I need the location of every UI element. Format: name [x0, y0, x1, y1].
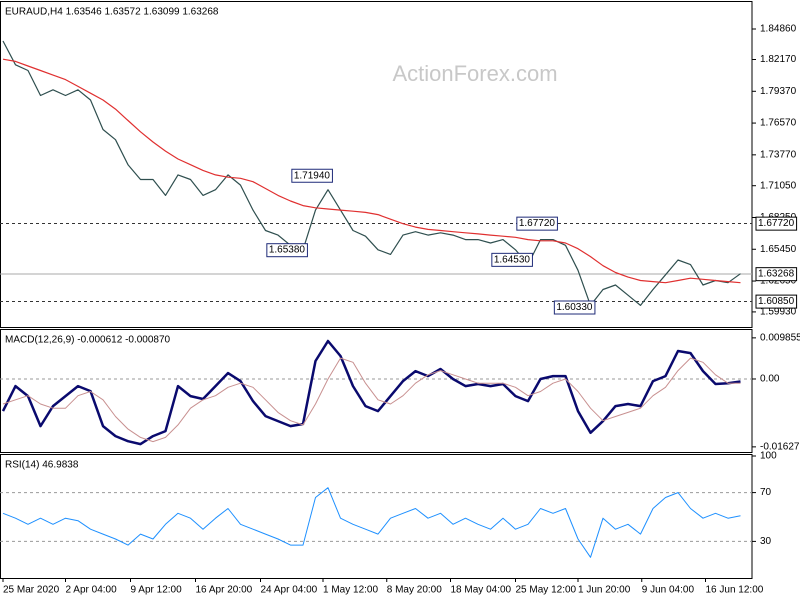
annotation: 1.60330 [556, 302, 593, 313]
label-box [553, 300, 596, 315]
level-label: 1.67720 [758, 218, 795, 229]
annotation: 1.64530 [494, 254, 531, 265]
x-tick-label: 25 Mar 2020 [3, 585, 60, 596]
y-tick-label: -0.01627 [760, 442, 800, 453]
y-tick-label: 30 [760, 536, 772, 547]
x-tick-label: 9 Apr 12:00 [131, 585, 183, 596]
level-label: 1.60850 [758, 296, 795, 307]
x-tick-label: 24 Apr 04:00 [261, 585, 318, 596]
y-tick-label: 1.82170 [760, 54, 797, 65]
panel-title: RSI(14) 46.9838 [5, 460, 79, 471]
y-tick-label: 100 [760, 451, 777, 462]
label-box [755, 267, 798, 282]
x-tick-label: 16 Apr 20:00 [196, 585, 253, 596]
y-tick-label: 1.65450 [760, 244, 797, 255]
last-price-label: 1.63268 [758, 269, 795, 280]
annotation: 1.71940 [294, 170, 331, 181]
x-tick-label: 16 Jun 12:00 [706, 585, 764, 596]
y-tick-label: 1.71050 [760, 180, 797, 191]
y-tick-label: 1.84860 [760, 24, 797, 35]
series-line [1, 339, 741, 446]
label-box [755, 216, 798, 231]
y-tick-label: 70 [760, 487, 772, 498]
series-line [2, 487, 741, 558]
y-tick-label: 1.73770 [760, 149, 797, 160]
y-tick-label: 0.00 [760, 374, 780, 385]
y-tick-label: 1.76570 [760, 118, 797, 129]
y-tick-label: 1.59930 [760, 307, 797, 318]
panel-title: MACD(12,26,9) -0.000612 -0.000870 [5, 335, 171, 346]
label-box [291, 168, 333, 183]
x-tick-label: 25 May 12:00 [516, 585, 577, 596]
y-tick-label: 1.62650 [760, 276, 797, 287]
annotation: 1.65380 [269, 245, 306, 256]
y-tick-label: 1.79370 [760, 86, 797, 97]
panel-frame [0, 454, 753, 579]
x-tick-label: 1 Jun 20:00 [578, 585, 631, 596]
label-box [516, 216, 558, 231]
watermark: ActionForex.com [392, 61, 557, 86]
label-box [755, 294, 798, 309]
annotation: 1.67720 [519, 218, 556, 229]
x-tick-label: 2 Apr 04:00 [66, 585, 118, 596]
x-tick-label: 18 May 04:00 [451, 585, 512, 596]
series-line [2, 40, 741, 306]
panel-frame [0, 329, 753, 453]
x-tick-label: 1 May 12:00 [323, 585, 378, 596]
label-box [266, 243, 308, 258]
y-tick-label: 0.009855 [760, 333, 800, 344]
panel-title: EURAUD,H4 1.63546 1.63572 1.63099 1.6326… [5, 7, 219, 18]
panel-frame [0, 1, 753, 328]
series-line [2, 58, 741, 284]
x-tick-label: 9 Jun 04:00 [642, 585, 695, 596]
x-tick-label: 8 May 20:00 [387, 585, 442, 596]
label-box [491, 252, 533, 267]
series-line [2, 357, 741, 443]
